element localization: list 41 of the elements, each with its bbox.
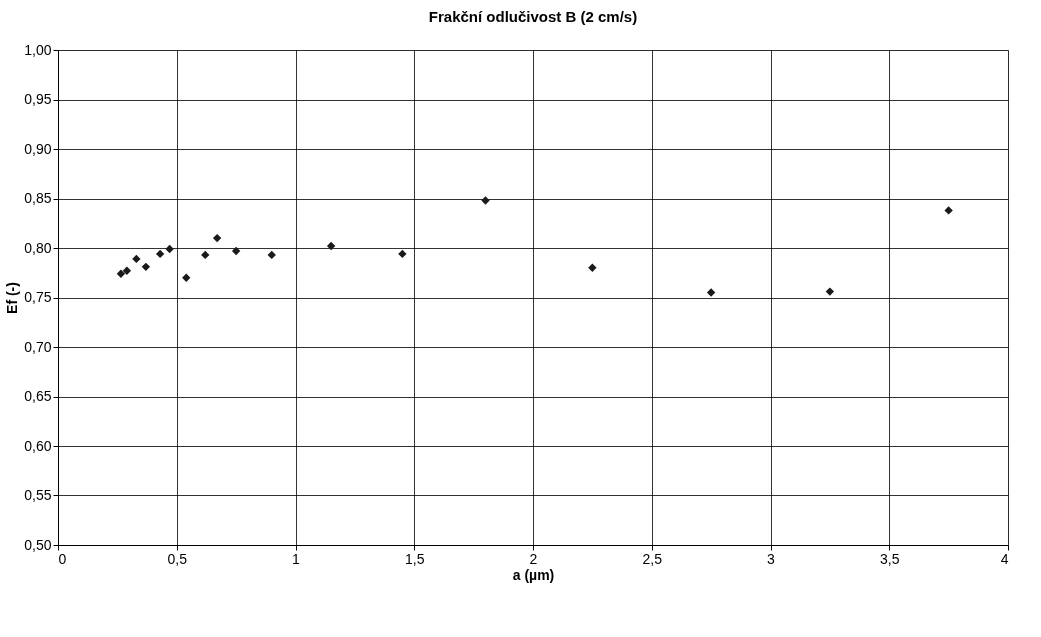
x-tick-label: 4 <box>1000 550 1009 567</box>
point <box>155 249 165 259</box>
x-axis-title: a (µm) <box>512 566 555 583</box>
point <box>201 250 210 260</box>
chart-title: Frakční odlučivost B (2 cm/s) <box>428 8 638 25</box>
point <box>944 206 953 215</box>
point <box>212 233 222 243</box>
y-tick-label: 0,50 <box>24 536 52 553</box>
y-tick-label: 0,90 <box>24 140 52 157</box>
point <box>122 266 132 275</box>
x-tick-label: 3 <box>767 550 776 567</box>
point <box>165 244 174 254</box>
point <box>132 254 141 264</box>
point <box>182 273 191 282</box>
point <box>398 249 407 259</box>
y-tick-label: 0,95 <box>24 91 52 107</box>
y-tick-label: 1,00 <box>24 41 52 58</box>
y-tick-label: 0,70 <box>24 338 52 355</box>
x-tick-label: 2 <box>529 550 538 567</box>
y-tick-label: 0,85 <box>24 190 52 206</box>
x-tick-label: 2,5 <box>642 550 663 567</box>
point <box>706 288 716 297</box>
point <box>326 241 336 251</box>
point <box>588 263 597 272</box>
point <box>267 250 276 260</box>
point <box>116 269 126 278</box>
y-tick-label: 0,65 <box>24 388 52 404</box>
x-tick-label: 1,5 <box>405 550 425 567</box>
y-tick-label: 0,80 <box>24 239 52 256</box>
y-tick-label: 0,60 <box>24 437 52 454</box>
x-tick-label: 3,5 <box>880 550 900 567</box>
point <box>141 262 151 271</box>
y-tick-label: 0,55 <box>24 487 52 503</box>
point <box>231 246 241 256</box>
x-tick-label: 0 <box>58 550 67 567</box>
point <box>481 196 490 205</box>
x-tick-label: 1 <box>292 550 301 567</box>
y-axis-title: Ef (-) <box>4 282 21 314</box>
y-tick-label: 0,75 <box>24 289 52 305</box>
x-tick-label: 0,5 <box>167 550 188 567</box>
point <box>825 287 835 296</box>
